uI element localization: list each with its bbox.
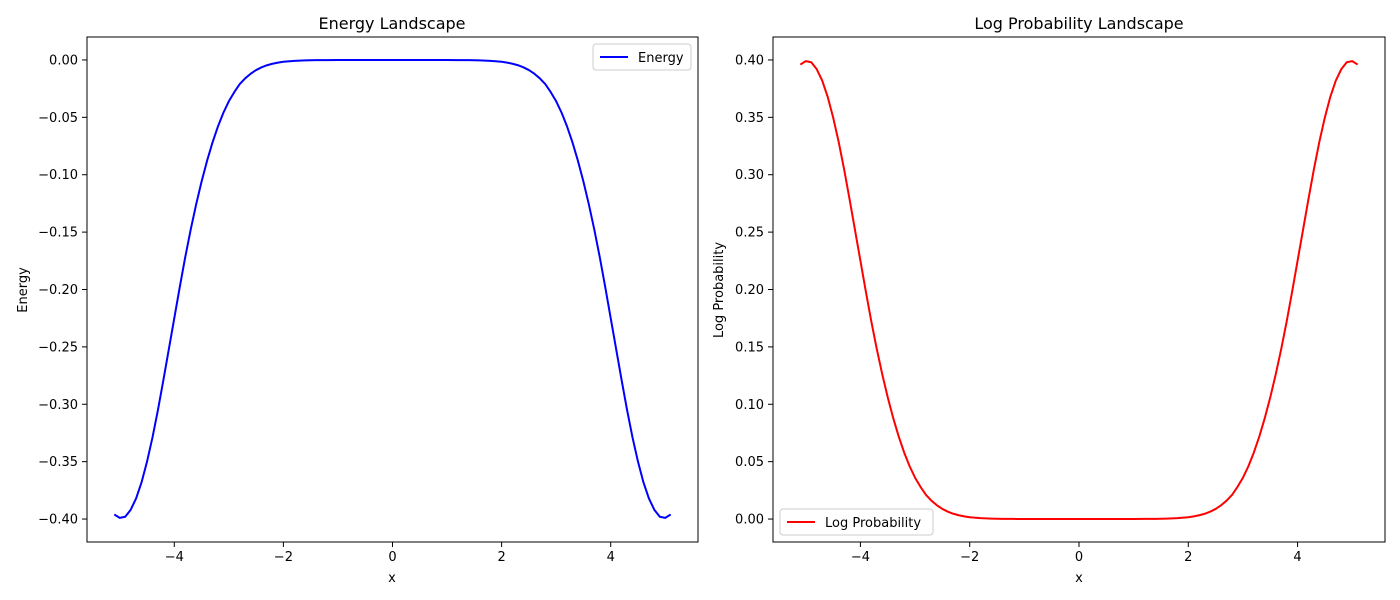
x-axis-label: x <box>1075 571 1083 586</box>
x-tick-label: −2 <box>960 550 979 565</box>
y-axis-label: Energy <box>16 267 31 313</box>
y-tick-label: 0.00 <box>735 513 764 528</box>
y-tick-label: −0.35 <box>38 455 78 470</box>
x-tick-label: 2 <box>497 550 505 565</box>
x-tick-label: −2 <box>274 550 293 565</box>
x-tick-label: 4 <box>607 550 615 565</box>
y-tick-label: −0.15 <box>38 226 78 241</box>
legend-label: Energy <box>638 51 684 66</box>
plot-area <box>799 60 1359 521</box>
legend-box <box>592 43 692 71</box>
y-tick-label: 0.40 <box>735 53 764 68</box>
series-line <box>799 60 1359 521</box>
y-axis-label: Log Probability <box>712 242 727 338</box>
y-tick-label: −0.20 <box>38 283 78 298</box>
legend-label: Log Probability <box>825 516 921 531</box>
axes-frame <box>86 36 699 543</box>
y-tick-label: −0.25 <box>38 340 78 355</box>
plot-area <box>113 58 672 519</box>
y-tick-label: 0.30 <box>735 168 764 183</box>
y-tick-label: 0.10 <box>735 398 764 413</box>
y-tick-label: −0.30 <box>38 398 78 413</box>
legend-box <box>779 508 934 536</box>
x-tick-label: 0 <box>1075 550 1083 565</box>
y-tick-label: −0.05 <box>38 111 78 126</box>
y-tick-label: 0.15 <box>735 340 764 355</box>
y-tick-label: 0.05 <box>735 455 764 470</box>
legend: Energy <box>592 43 692 71</box>
x-axis-label: x <box>388 571 396 586</box>
y-tick-label: −0.10 <box>38 168 78 183</box>
x-tick-label: 4 <box>1293 550 1301 565</box>
series-line <box>113 58 672 519</box>
energy-landscape-panel: Energy Landscape x Energy −4 −2 0 2 4 0.00 −0.… <box>16 14 699 586</box>
y-tick-label: 0.00 <box>49 53 78 68</box>
y-tick-label: 0.20 <box>735 283 764 298</box>
chart-title: Log Probability Landscape <box>974 14 1183 33</box>
log-probability-landscape-panel: Log Probability Landscape x Log Probabil… <box>712 14 1386 586</box>
x-tick-label: −4 <box>165 550 184 565</box>
axes-frame <box>772 36 1386 543</box>
axis-ticks: −4 −2 0 2 4 0.00 0.05 0.10 0.15 0.20 0.25 0.30 0.35 0… <box>735 53 1302 565</box>
x-tick-label: 2 <box>1184 550 1192 565</box>
legend: Log Probability <box>779 508 934 536</box>
y-tick-label: 0.35 <box>735 111 764 126</box>
y-tick-label: 0.25 <box>735 226 764 241</box>
x-tick-label: 0 <box>388 550 396 565</box>
y-tick-label: −0.40 <box>38 513 78 528</box>
x-tick-label: −4 <box>851 550 870 565</box>
axis-ticks: −4 −2 0 2 4 0.00 −0.05 −0.10 −0.15 −0.20 −0.25 −0.3… <box>38 53 615 565</box>
chart-title: Energy Landscape <box>318 14 465 33</box>
